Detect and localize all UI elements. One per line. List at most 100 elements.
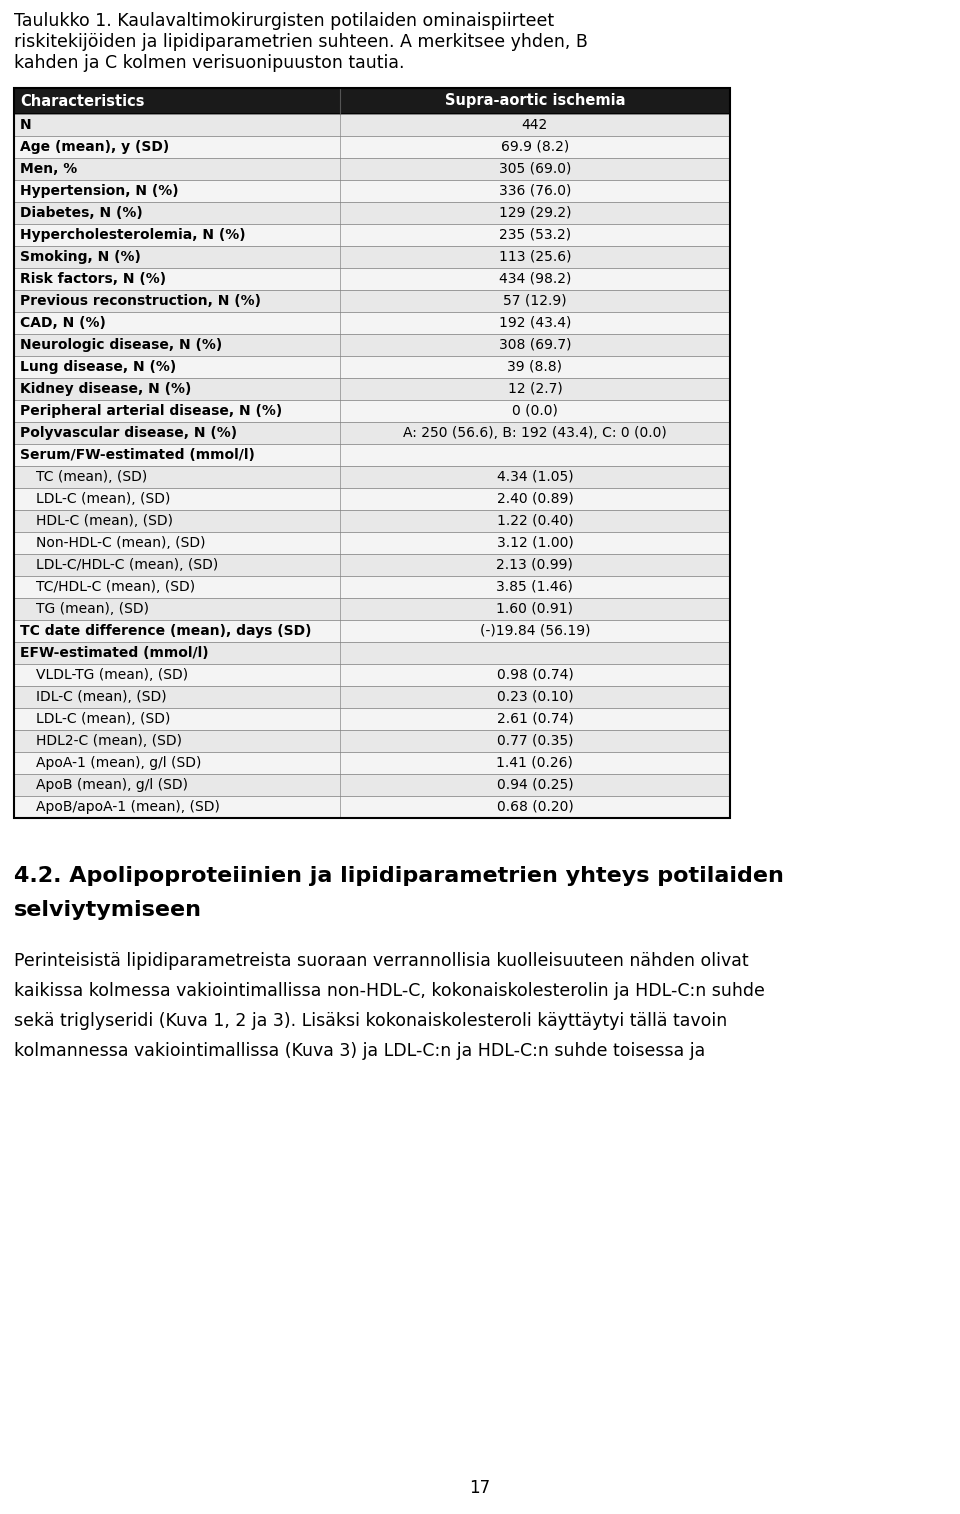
Text: Taulukko 1. Kaulavaltimokirurgisten potilaiden ominaispiirteet: Taulukko 1. Kaulavaltimokirurgisten poti… xyxy=(14,12,554,30)
Text: 0.98 (0.74): 0.98 (0.74) xyxy=(496,668,573,681)
Text: 4.2. Apolipoproteiinien ja lipidiparametrien yhteys potilaiden: 4.2. Apolipoproteiinien ja lipidiparamet… xyxy=(14,866,784,886)
Text: Serum/FW-estimated (mmol/l): Serum/FW-estimated (mmol/l) xyxy=(20,448,254,462)
Text: 4.34 (1.05): 4.34 (1.05) xyxy=(496,469,573,484)
Bar xyxy=(14,291,730,312)
Bar xyxy=(14,378,730,400)
Text: 442: 442 xyxy=(522,118,548,132)
Text: Diabetes, N (%): Diabetes, N (%) xyxy=(20,206,143,220)
Text: Neurologic disease, N (%): Neurologic disease, N (%) xyxy=(20,338,223,351)
Text: 2.13 (0.99): 2.13 (0.99) xyxy=(496,559,573,572)
Text: ApoA-1 (mean), g/l (SD): ApoA-1 (mean), g/l (SD) xyxy=(36,755,202,771)
Bar xyxy=(14,201,730,224)
Bar xyxy=(14,466,730,488)
Text: 0 (0.0): 0 (0.0) xyxy=(512,404,558,418)
Text: 129 (29.2): 129 (29.2) xyxy=(498,206,571,220)
Bar xyxy=(14,621,730,642)
Text: LDL-C (mean), (SD): LDL-C (mean), (SD) xyxy=(36,492,170,506)
Text: 69.9 (8.2): 69.9 (8.2) xyxy=(501,139,569,154)
Bar xyxy=(14,554,730,575)
Text: Men, %: Men, % xyxy=(20,162,77,176)
Bar xyxy=(14,752,730,774)
Bar xyxy=(14,642,730,665)
Text: Peripheral arterial disease, N (%): Peripheral arterial disease, N (%) xyxy=(20,404,282,418)
Text: 1.41 (0.26): 1.41 (0.26) xyxy=(496,755,573,771)
Text: TC (mean), (SD): TC (mean), (SD) xyxy=(36,469,147,484)
Text: 2.40 (0.89): 2.40 (0.89) xyxy=(496,492,573,506)
Bar xyxy=(14,774,730,796)
Text: Polyvascular disease, N (%): Polyvascular disease, N (%) xyxy=(20,425,237,441)
Bar xyxy=(14,422,730,444)
Bar xyxy=(14,665,730,686)
Text: 305 (69.0): 305 (69.0) xyxy=(498,162,571,176)
Text: 2.61 (0.74): 2.61 (0.74) xyxy=(496,712,573,727)
Text: riskitekijöiden ja lipidiparametrien suhteen. A merkitsee yhden, B: riskitekijöiden ja lipidiparametrien suh… xyxy=(14,33,588,51)
Text: LDL-C/HDL-C (mean), (SD): LDL-C/HDL-C (mean), (SD) xyxy=(36,559,218,572)
Bar xyxy=(14,796,730,818)
Text: 308 (69.7): 308 (69.7) xyxy=(498,338,571,351)
Bar xyxy=(14,312,730,335)
Bar xyxy=(14,136,730,157)
Text: 57 (12.9): 57 (12.9) xyxy=(503,294,566,307)
Bar xyxy=(14,400,730,422)
Text: ApoB (mean), g/l (SD): ApoB (mean), g/l (SD) xyxy=(36,778,188,792)
Text: CAD, N (%): CAD, N (%) xyxy=(20,316,106,330)
Text: 0.23 (0.10): 0.23 (0.10) xyxy=(496,690,573,704)
Bar xyxy=(14,444,730,466)
Text: 434 (98.2): 434 (98.2) xyxy=(498,273,571,286)
Text: TC/HDL-C (mean), (SD): TC/HDL-C (mean), (SD) xyxy=(36,580,195,593)
Text: 1.22 (0.40): 1.22 (0.40) xyxy=(496,513,573,528)
Text: 3.12 (1.00): 3.12 (1.00) xyxy=(496,536,573,550)
Text: TG (mean), (SD): TG (mean), (SD) xyxy=(36,603,149,616)
Text: 12 (2.7): 12 (2.7) xyxy=(508,382,563,397)
Text: Age (mean), y (SD): Age (mean), y (SD) xyxy=(20,139,169,154)
Bar xyxy=(14,224,730,245)
Bar xyxy=(14,335,730,356)
Bar xyxy=(14,531,730,554)
Text: 336 (76.0): 336 (76.0) xyxy=(498,185,571,198)
Text: IDL-C (mean), (SD): IDL-C (mean), (SD) xyxy=(36,690,167,704)
Bar xyxy=(14,709,730,730)
Text: 39 (8.8): 39 (8.8) xyxy=(508,360,563,374)
Bar xyxy=(14,268,730,291)
Text: kaikissa kolmessa vakiointimallissa non-HDL-C, kokonaiskolesterolin ja HDL-C:n s: kaikissa kolmessa vakiointimallissa non-… xyxy=(14,983,765,1001)
Text: kolmannessa vakiointimallissa (Kuva 3) ja LDL-C:n ja HDL-C:n suhde toisessa ja: kolmannessa vakiointimallissa (Kuva 3) j… xyxy=(14,1042,706,1060)
Text: (-)19.84 (56.19): (-)19.84 (56.19) xyxy=(480,624,590,637)
Bar xyxy=(14,180,730,201)
Text: Characteristics: Characteristics xyxy=(20,94,145,109)
Bar xyxy=(14,488,730,510)
Text: HDL2-C (mean), (SD): HDL2-C (mean), (SD) xyxy=(36,734,182,748)
Text: 3.85 (1.46): 3.85 (1.46) xyxy=(496,580,573,593)
Bar xyxy=(14,356,730,378)
Bar xyxy=(14,88,730,818)
Text: EFW-estimated (mmol/l): EFW-estimated (mmol/l) xyxy=(20,646,208,660)
Text: Perinteisistä lipidiparametreista suoraan verrannollisia kuolleisuuteen nähden o: Perinteisistä lipidiparametreista suoraa… xyxy=(14,952,749,970)
Text: Kidney disease, N (%): Kidney disease, N (%) xyxy=(20,382,191,397)
Text: ApoB/apoA-1 (mean), (SD): ApoB/apoA-1 (mean), (SD) xyxy=(36,799,220,815)
Text: 235 (53.2): 235 (53.2) xyxy=(499,229,571,242)
Text: A: 250 (56.6), B: 192 (43.4), C: 0 (0.0): A: 250 (56.6), B: 192 (43.4), C: 0 (0.0) xyxy=(403,425,667,441)
Text: Supra-aortic ischemia: Supra-aortic ischemia xyxy=(444,94,625,109)
Bar xyxy=(14,88,730,114)
Text: LDL-C (mean), (SD): LDL-C (mean), (SD) xyxy=(36,712,170,727)
Bar xyxy=(14,510,730,531)
Text: VLDL-TG (mean), (SD): VLDL-TG (mean), (SD) xyxy=(36,668,188,681)
Bar xyxy=(14,157,730,180)
Text: 0.68 (0.20): 0.68 (0.20) xyxy=(496,799,573,815)
Bar xyxy=(14,598,730,621)
Text: Lung disease, N (%): Lung disease, N (%) xyxy=(20,360,177,374)
Text: 0.77 (0.35): 0.77 (0.35) xyxy=(496,734,573,748)
Text: 113 (25.6): 113 (25.6) xyxy=(498,250,571,263)
Bar xyxy=(14,245,730,268)
Text: sekä triglyseridi (Kuva 1, 2 ja 3). Lisäksi kokonaiskolesteroli käyttäytyi tällä: sekä triglyseridi (Kuva 1, 2 ja 3). Lisä… xyxy=(14,1011,728,1030)
Text: Hypertension, N (%): Hypertension, N (%) xyxy=(20,185,179,198)
Text: selviytymiseen: selviytymiseen xyxy=(14,899,202,921)
Bar xyxy=(14,730,730,752)
Text: 192 (43.4): 192 (43.4) xyxy=(498,316,571,330)
Text: N: N xyxy=(20,118,32,132)
Text: Non-HDL-C (mean), (SD): Non-HDL-C (mean), (SD) xyxy=(36,536,205,550)
Text: Risk factors, N (%): Risk factors, N (%) xyxy=(20,273,166,286)
Text: 1.60 (0.91): 1.60 (0.91) xyxy=(496,603,573,616)
Text: kahden ja C kolmen verisuonipuuston tautia.: kahden ja C kolmen verisuonipuuston taut… xyxy=(14,55,404,73)
Bar xyxy=(14,686,730,709)
Bar xyxy=(14,114,730,136)
